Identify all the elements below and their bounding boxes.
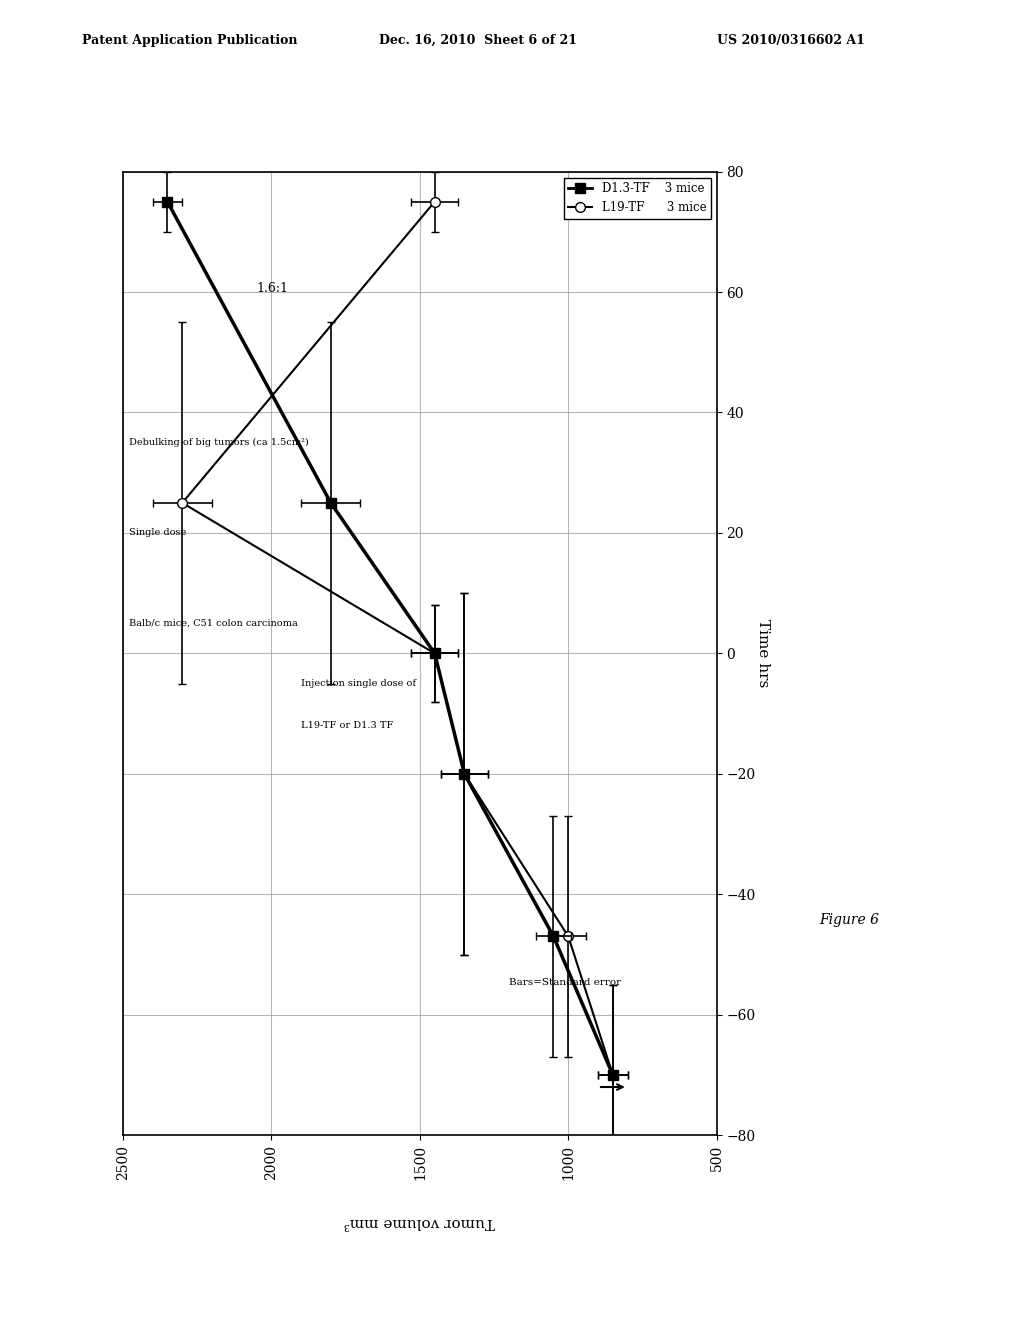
Text: Dec. 16, 2010  Sheet 6 of 21: Dec. 16, 2010 Sheet 6 of 21 [379, 33, 577, 46]
Text: Figure 6: Figure 6 [819, 913, 880, 927]
Text: Injection single dose of: Injection single dose of [301, 678, 416, 688]
Legend: D1.3-TF    3 mice, L19-TF      3 mice: D1.3-TF 3 mice, L19-TF 3 mice [564, 177, 711, 219]
Text: 1.6:1: 1.6:1 [256, 282, 289, 296]
Text: Single dose: Single dose [129, 528, 186, 537]
Y-axis label: Time hrs: Time hrs [756, 619, 770, 688]
X-axis label: Tumor volume mm³: Tumor volume mm³ [344, 1214, 496, 1229]
Text: Bars=Standard error: Bars=Standard error [509, 978, 621, 986]
Text: US 2010/0316602 A1: US 2010/0316602 A1 [717, 33, 864, 46]
Text: Balb/c mice, C51 colon carcinoma: Balb/c mice, C51 colon carcinoma [129, 619, 298, 628]
Text: Patent Application Publication: Patent Application Publication [82, 33, 297, 46]
Text: L19-TF or D1.3 TF: L19-TF or D1.3 TF [301, 721, 393, 730]
Text: Debulking of big tumors (ca 1.5cm²): Debulking of big tumors (ca 1.5cm²) [129, 438, 308, 447]
